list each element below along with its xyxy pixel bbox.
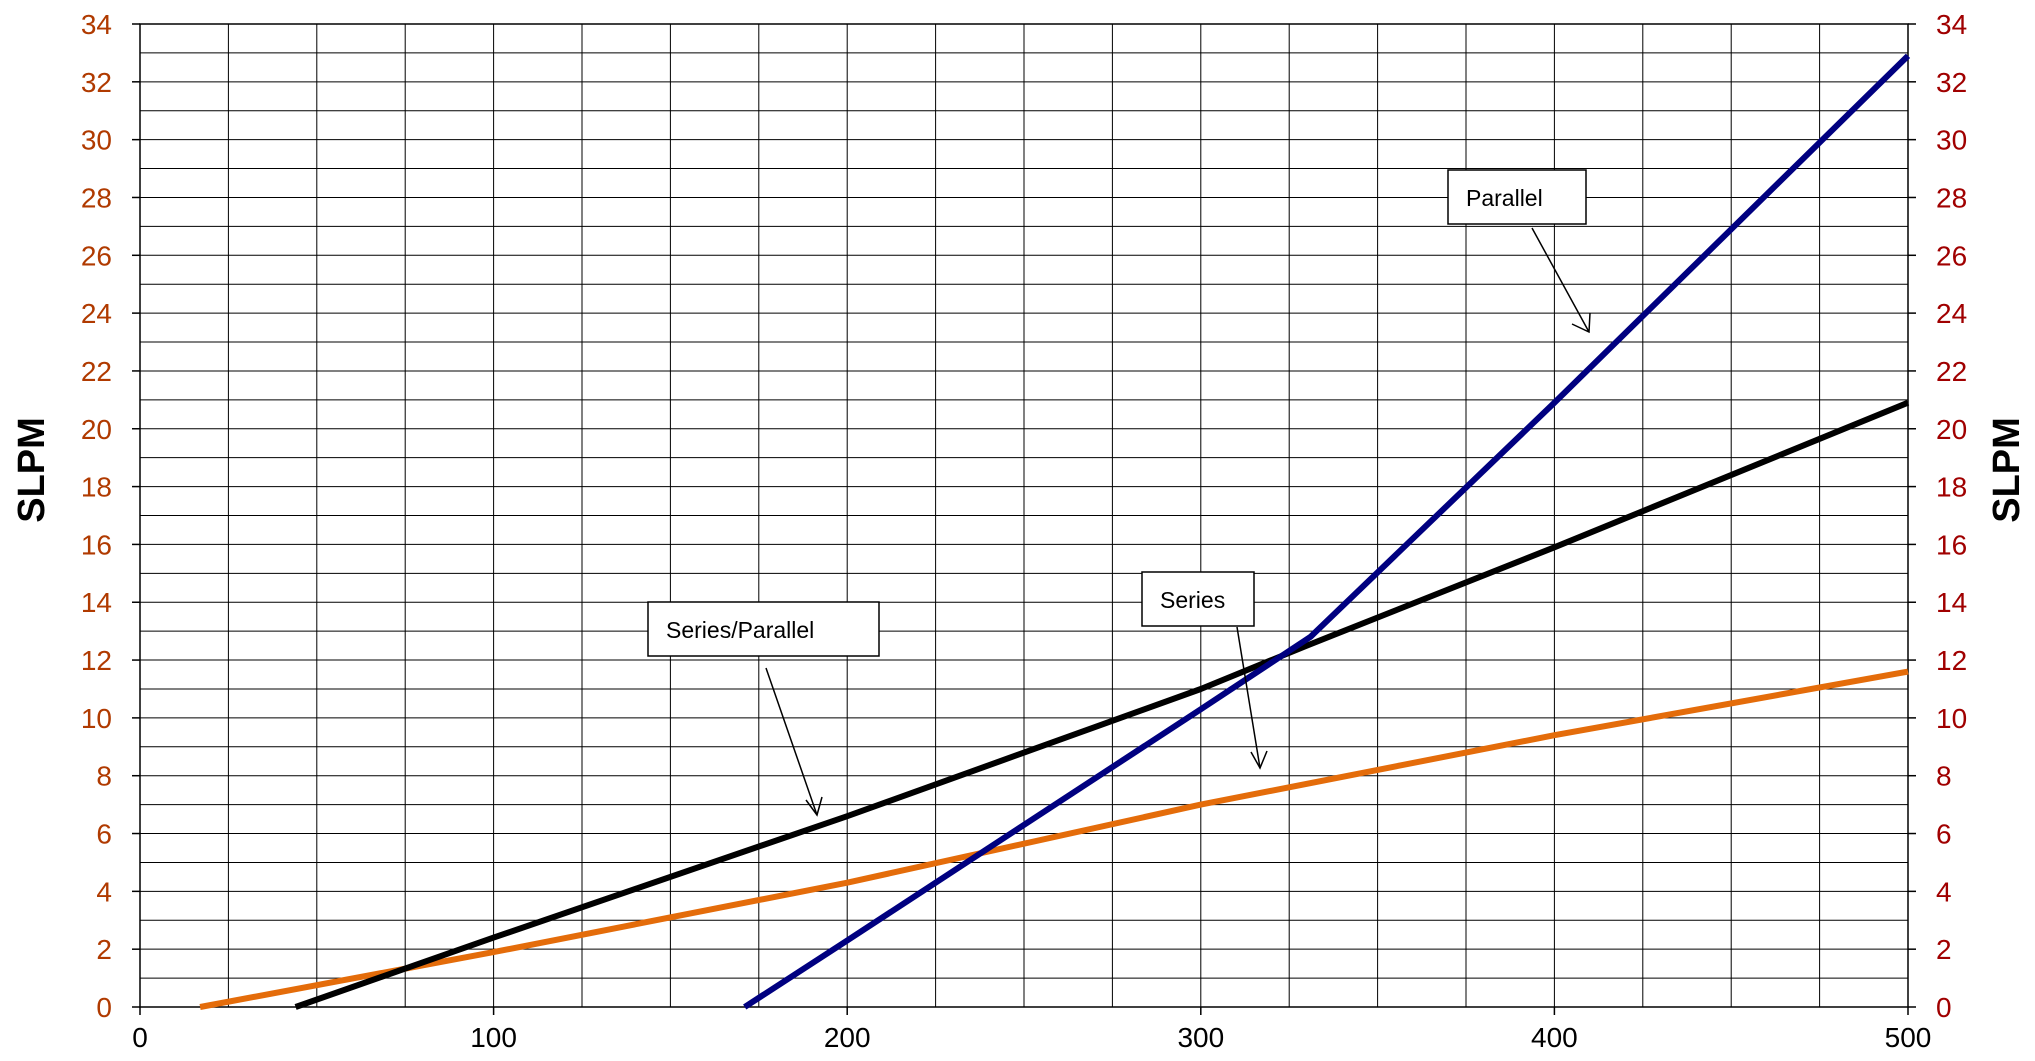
y-tick-label-left: 12 [81, 645, 112, 676]
callout-label-series-parallel: Series/Parallel [666, 617, 814, 643]
x-tick-label: 300 [1177, 1022, 1224, 1053]
series-line-parallel [743, 53, 1911, 1010]
x-tick-label: 100 [470, 1022, 517, 1053]
y-tick-label-right: 0 [1936, 992, 1952, 1023]
y-tick-label-right: 32 [1936, 67, 1967, 98]
y-tick-label-left: 6 [96, 819, 112, 850]
y-tick-label-left: 16 [81, 529, 112, 560]
y-tick-label-left: 10 [81, 703, 112, 734]
y-tick-label-right: 12 [1936, 645, 1967, 676]
y-tick-label-left: 24 [81, 298, 112, 329]
y-tick-label-left: 8 [96, 761, 112, 792]
y-tick-label-left: 32 [81, 67, 112, 98]
y-tick-label-left: 20 [81, 414, 112, 445]
callout-arrowhead [805, 796, 823, 817]
y-tick-label-right: 18 [1936, 472, 1967, 503]
callout-box [1141, 571, 1255, 627]
y-tick-label-right: 8 [1936, 761, 1952, 792]
y-tick-label-left: 0 [96, 992, 112, 1023]
callout-series: Series [1141, 571, 1268, 770]
callout-arrow [1531, 227, 1590, 333]
y-axis-title-right: SLPM [1986, 417, 2028, 523]
plot-frame [139, 23, 1909, 1008]
y-tick-label-right: 30 [1936, 125, 1967, 156]
y-tick-label-right: 28 [1936, 182, 1967, 213]
y-tick-label-right: 6 [1936, 819, 1952, 850]
callout-arrow [765, 667, 818, 816]
y-tick-label-left: 4 [96, 876, 112, 907]
y-tick-label-right: 14 [1936, 587, 1967, 618]
y-tick-label-right: 24 [1936, 298, 1967, 329]
annotations: Parallel Series Series/Parallel [647, 169, 1591, 817]
y-tick-label-left: 18 [81, 472, 112, 503]
series-lines [199, 53, 1911, 1010]
y-tick-label-right: 26 [1936, 240, 1967, 271]
x-tick-label: 200 [824, 1022, 871, 1053]
y-tick-label-left: 14 [81, 587, 112, 618]
y-tick-label-right: 2 [1936, 934, 1952, 965]
grid [139, 23, 1909, 1008]
callout-arrowhead [1250, 750, 1268, 770]
y-tick-label-left: 30 [81, 125, 112, 156]
callout-parallel: Parallel [1447, 169, 1591, 334]
series-line-series-parallel [294, 399, 1910, 1010]
y-axis-title-left: SLPM [11, 417, 53, 523]
y-tick-label-left: 26 [81, 240, 112, 271]
series-line-series [199, 668, 1909, 1010]
callout-label-parallel: Parallel [1466, 185, 1543, 211]
y-tick-label-right: 22 [1936, 356, 1967, 387]
y-tick-label-right: 10 [1936, 703, 1967, 734]
callout-label-series: Series [1160, 587, 1225, 613]
y-tick-label-left: 34 [81, 9, 112, 40]
callout-arrow [1236, 626, 1261, 769]
callout-series-parallel: Series/Parallel [647, 601, 880, 817]
y-tick-label-right: 16 [1936, 529, 1967, 560]
x-tick-label: 400 [1531, 1022, 1578, 1053]
y-tick-label-left: 28 [81, 182, 112, 213]
y-tick-label-left: 22 [81, 356, 112, 387]
x-tick-label: 0 [132, 1022, 148, 1053]
callout-box [647, 601, 880, 657]
x-tick-label: 500 [1885, 1022, 1932, 1053]
callout-box [1447, 169, 1587, 225]
y-tick-label-right: 4 [1936, 876, 1952, 907]
y-tick-label-right: 20 [1936, 414, 1967, 445]
callout-arrowhead [1571, 312, 1591, 334]
y-tick-label-right: 34 [1936, 9, 1967, 40]
y-tick-label-left: 2 [96, 934, 112, 965]
